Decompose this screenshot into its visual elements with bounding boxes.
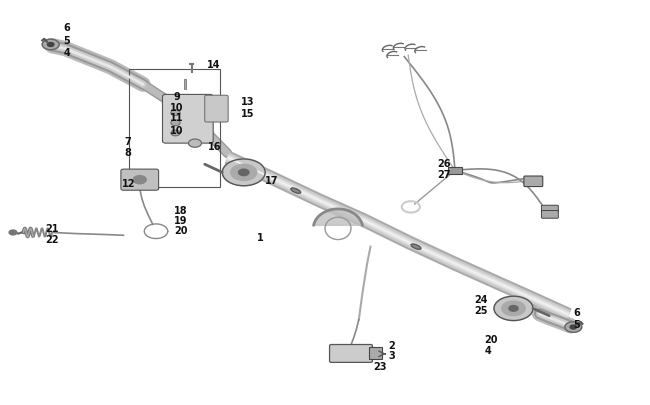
- Circle shape: [133, 176, 146, 184]
- Bar: [129, 70, 220, 187]
- Text: 16: 16: [208, 142, 222, 151]
- Text: 20: 20: [484, 335, 498, 344]
- Circle shape: [188, 140, 202, 148]
- Text: 11: 11: [170, 113, 184, 122]
- Circle shape: [231, 165, 257, 181]
- Text: 22: 22: [46, 235, 59, 245]
- Text: 4: 4: [64, 48, 70, 58]
- Circle shape: [502, 301, 525, 316]
- Text: 13: 13: [240, 97, 254, 107]
- Circle shape: [565, 322, 582, 333]
- Polygon shape: [313, 209, 363, 226]
- Ellipse shape: [291, 189, 301, 194]
- Text: 3: 3: [389, 351, 395, 360]
- FancyBboxPatch shape: [524, 177, 543, 187]
- Text: 23: 23: [374, 361, 387, 371]
- Circle shape: [171, 111, 180, 116]
- FancyBboxPatch shape: [330, 345, 372, 362]
- FancyBboxPatch shape: [541, 206, 558, 213]
- FancyBboxPatch shape: [448, 168, 461, 174]
- Circle shape: [9, 230, 17, 235]
- Text: 7: 7: [125, 137, 131, 147]
- Circle shape: [570, 325, 577, 329]
- Circle shape: [494, 296, 533, 321]
- Text: 5: 5: [573, 319, 580, 329]
- Circle shape: [509, 306, 518, 311]
- Text: 10: 10: [170, 102, 184, 112]
- Circle shape: [239, 170, 249, 176]
- Circle shape: [171, 121, 180, 126]
- Text: 6: 6: [64, 23, 70, 33]
- FancyBboxPatch shape: [121, 170, 159, 191]
- Text: 18: 18: [174, 206, 188, 215]
- Text: 12: 12: [122, 178, 136, 188]
- Text: 10: 10: [170, 126, 184, 135]
- Text: 20: 20: [174, 226, 188, 236]
- FancyBboxPatch shape: [369, 347, 382, 359]
- Text: 17: 17: [265, 175, 279, 185]
- Text: 27: 27: [437, 170, 450, 180]
- Text: 26: 26: [437, 159, 450, 169]
- Ellipse shape: [411, 245, 421, 249]
- Text: 19: 19: [174, 216, 188, 226]
- Text: 24: 24: [474, 294, 488, 304]
- Text: 2: 2: [389, 340, 395, 350]
- FancyBboxPatch shape: [162, 95, 213, 144]
- Text: 14: 14: [207, 60, 220, 70]
- Text: 9: 9: [174, 92, 180, 102]
- Text: 21: 21: [46, 224, 59, 234]
- Circle shape: [42, 40, 59, 51]
- Text: 1: 1: [257, 232, 263, 242]
- Circle shape: [222, 160, 265, 186]
- Text: 6: 6: [573, 308, 580, 318]
- FancyBboxPatch shape: [205, 96, 228, 123]
- Text: 5: 5: [64, 36, 70, 45]
- Text: 4: 4: [484, 345, 491, 355]
- Text: 8: 8: [125, 148, 132, 158]
- Circle shape: [47, 43, 54, 47]
- Text: 15: 15: [240, 109, 254, 119]
- Text: 25: 25: [474, 305, 488, 315]
- Circle shape: [171, 131, 180, 136]
- FancyBboxPatch shape: [541, 211, 558, 219]
